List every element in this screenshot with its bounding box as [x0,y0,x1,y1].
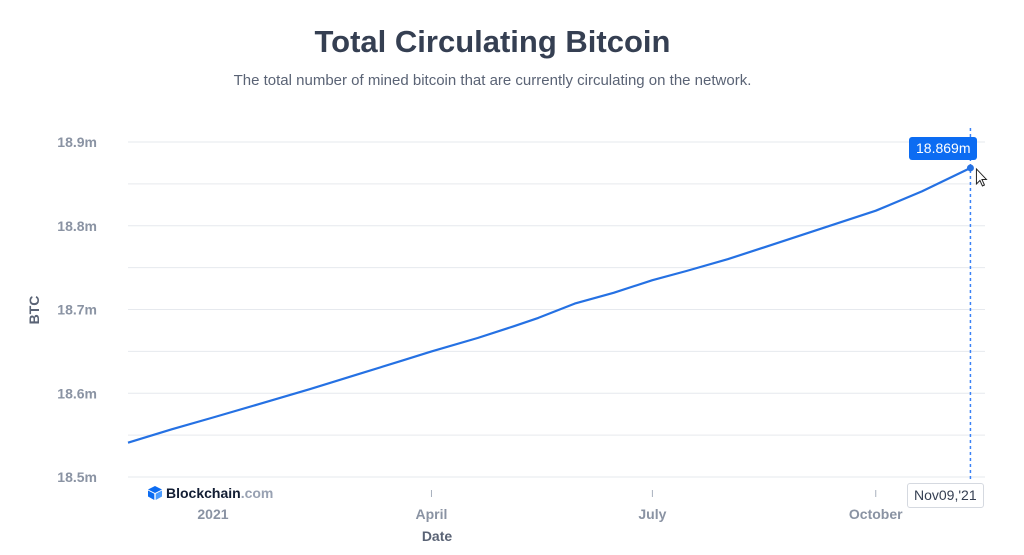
chart-title: Total Circulating Bitcoin [314,24,671,59]
series-line [127,167,971,444]
tooltip-value: 18.869m [909,137,978,160]
blockchain-logo-icon [148,486,162,500]
highlight-point [966,164,974,172]
brand-name: Blockchain [166,485,241,501]
x-tick-label: April [416,506,448,522]
y-tick-label: 18.7m [57,302,97,318]
tooltip-date: Nov09,'21 [907,483,984,508]
x-tick-label: October [849,506,903,522]
x-axis-label: Date [422,528,453,544]
y-tick-label: 18.6m [57,385,97,401]
x-tick-label: 2021 [197,506,228,522]
cursor-icon [975,167,988,187]
brand-suffix: .com [240,485,274,501]
y-tick-label: 18.8m [57,218,97,234]
y-axis-label: BTC [26,296,42,325]
chart-subtitle: The total number of mined bitcoin that a… [233,72,752,89]
brand-logo: Blockchain .com [148,485,273,501]
x-tick-label: July [638,506,666,522]
y-tick-label: 18.9m [57,134,97,150]
y-tick-label: 18.5m [57,469,97,485]
